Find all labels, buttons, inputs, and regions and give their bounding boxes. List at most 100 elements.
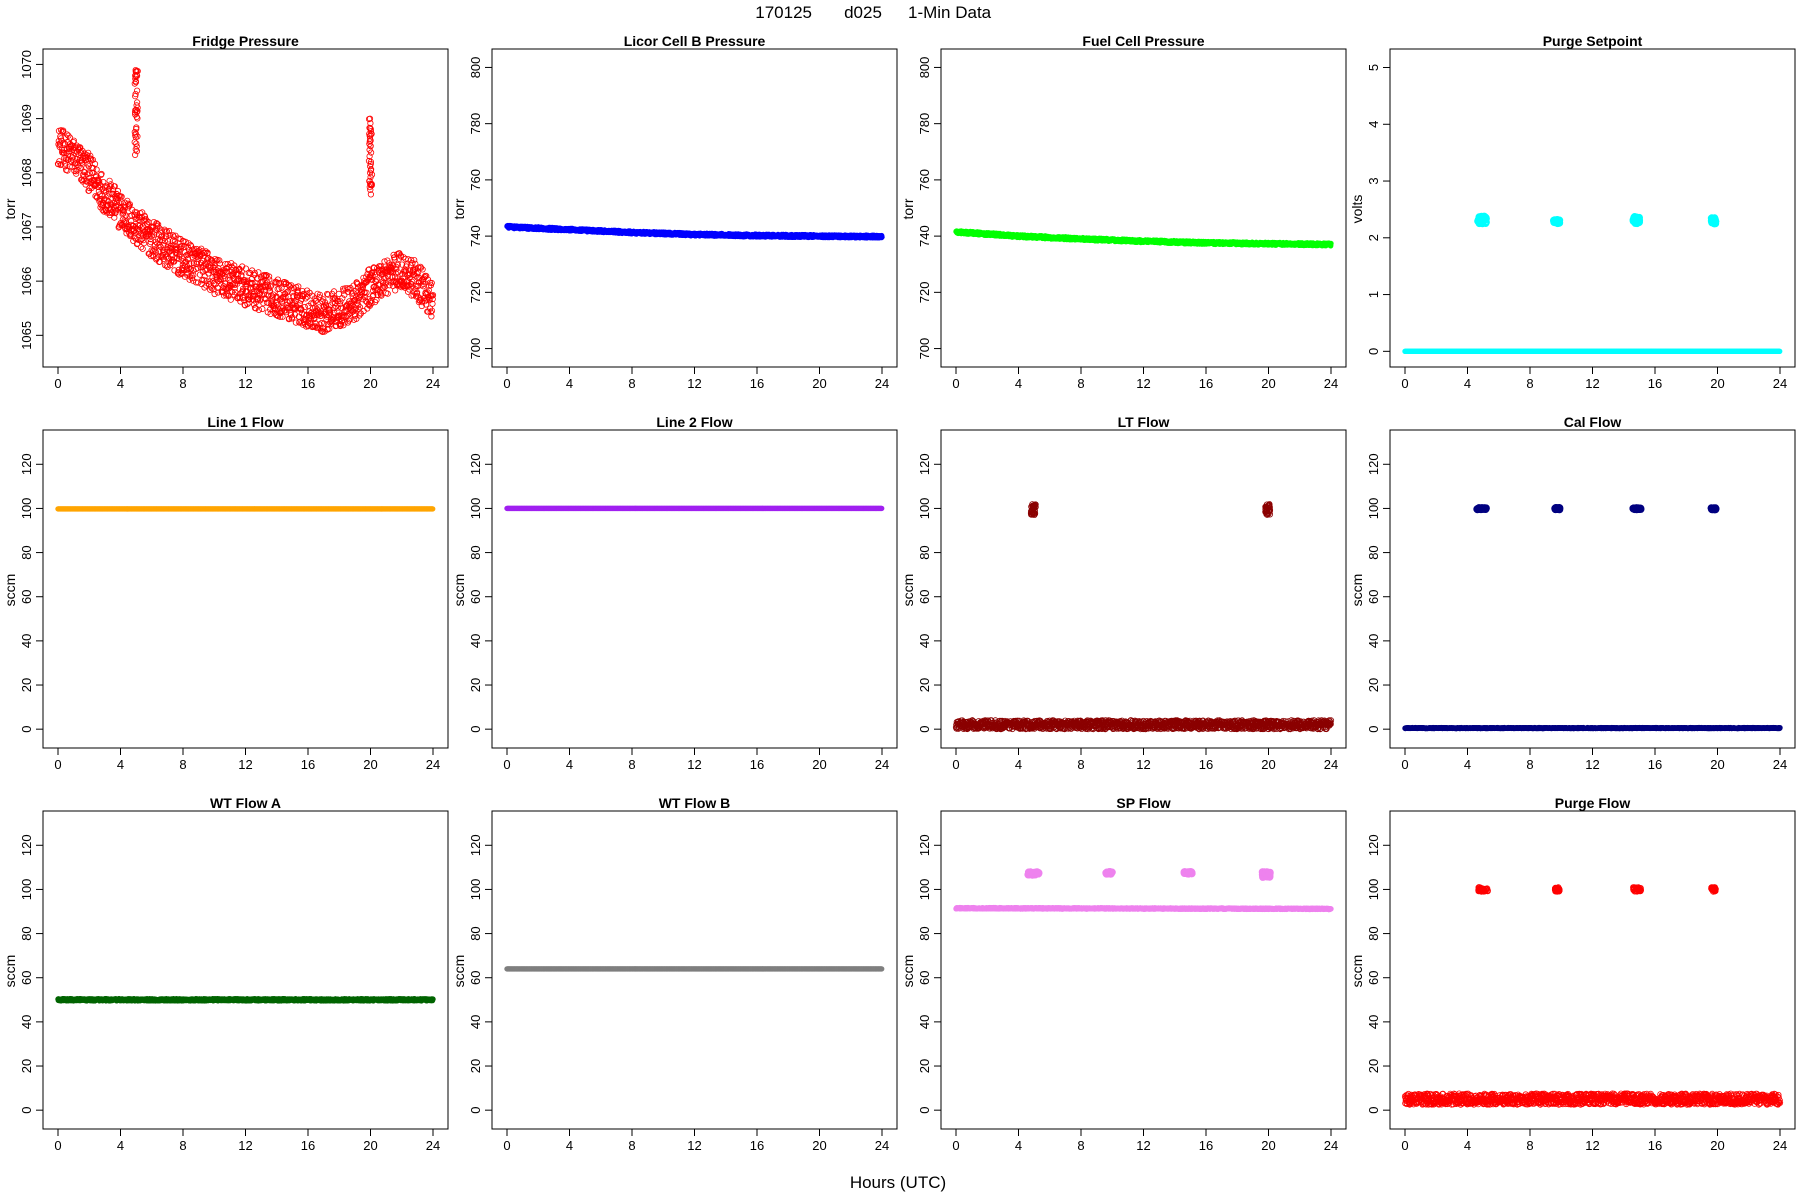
data-point — [224, 284, 231, 291]
x-tick-label: 20 — [812, 376, 826, 391]
data-point — [157, 236, 164, 244]
data-point — [177, 246, 185, 253]
y-axis-label: torr — [2, 198, 18, 219]
data-point — [103, 202, 111, 209]
data-point — [283, 289, 290, 296]
data-point — [313, 297, 320, 304]
data-point — [161, 235, 168, 242]
data-point — [318, 310, 325, 317]
data-point — [176, 252, 184, 259]
x-tick-label: 12 — [1136, 376, 1150, 391]
data-point — [122, 212, 129, 219]
x-axis: 0 4 8 12 16 20 24 — [952, 367, 1338, 391]
y-tick-label: 1069 — [19, 104, 34, 133]
data-point — [345, 286, 352, 293]
data-point — [239, 263, 246, 270]
data-point — [201, 284, 208, 291]
data-point — [143, 217, 150, 224]
data-point — [282, 293, 289, 300]
data-point — [134, 87, 141, 94]
data-point — [171, 267, 178, 274]
data-point — [104, 201, 112, 208]
figure-title-label: 1-Min Data — [908, 3, 992, 22]
data-point — [256, 290, 264, 297]
data-point — [190, 259, 197, 267]
data-point — [190, 271, 197, 279]
data-point — [341, 319, 348, 326]
data-point — [152, 247, 159, 254]
data-point — [369, 276, 376, 283]
data-point — [161, 255, 168, 262]
data-point — [176, 255, 183, 262]
data-point — [327, 309, 334, 316]
data-point — [320, 296, 327, 303]
y-tick-label: 740 — [468, 225, 483, 247]
data-point — [351, 306, 358, 314]
data-point — [161, 238, 168, 245]
data-point — [132, 215, 139, 223]
data-point — [340, 322, 347, 329]
data-point — [301, 303, 308, 311]
data-point — [298, 306, 305, 313]
data-point — [138, 244, 145, 251]
data-point — [60, 127, 67, 134]
data-point — [294, 287, 301, 294]
data-point — [363, 289, 370, 296]
y-tick-label: 720 — [468, 281, 483, 303]
data-point — [120, 208, 128, 215]
data-point — [355, 301, 362, 309]
data-point — [316, 291, 323, 298]
data-point — [169, 232, 176, 239]
x-tick-label: 24 — [426, 376, 440, 391]
data-point — [193, 279, 200, 286]
data-point — [93, 166, 100, 173]
data-point — [181, 259, 188, 267]
data-point — [70, 137, 78, 144]
y-tick-label: 780 — [917, 113, 932, 135]
data-point — [265, 273, 273, 280]
panel-title: Fuel Cell Pressure — [1082, 33, 1204, 49]
data-point — [155, 221, 162, 228]
y-tick-label: 1070 — [19, 50, 34, 79]
data-point — [879, 234, 885, 240]
data-point — [147, 236, 154, 243]
data-point — [182, 238, 189, 245]
data-point — [302, 295, 309, 302]
x-tick-label: 8 — [628, 376, 635, 391]
data-point — [90, 164, 97, 172]
y-tick-label: 1068 — [19, 158, 34, 187]
data-point — [96, 178, 103, 185]
data-point — [277, 313, 284, 320]
data-point — [255, 269, 262, 276]
plot-frame — [491, 48, 898, 368]
x-tick-label: 4 — [117, 376, 124, 391]
figure-title-code: d025 — [844, 3, 882, 22]
data-point — [73, 170, 80, 177]
data-point — [119, 216, 127, 223]
data-point — [368, 300, 375, 307]
data-point — [118, 193, 125, 200]
x-axis: 0 4 8 12 16 20 24 — [54, 367, 440, 391]
data-point — [106, 177, 113, 184]
data-point — [59, 128, 66, 135]
data-point — [239, 287, 246, 294]
data-point — [339, 295, 346, 302]
data-point — [133, 241, 141, 248]
data-points — [504, 222, 885, 241]
y-tick-label: 720 — [917, 281, 932, 303]
data-point — [66, 134, 74, 141]
data-point — [204, 256, 211, 263]
data-point — [194, 258, 201, 266]
data-points — [1402, 212, 1783, 354]
data-point — [126, 201, 133, 208]
y-tick-label: 740 — [917, 225, 932, 247]
data-point — [147, 239, 154, 246]
data-point — [367, 298, 374, 305]
y-tick-label: 760 — [468, 169, 483, 191]
x-tick-label: 4 — [566, 376, 573, 391]
data-point — [111, 183, 118, 190]
data-point — [64, 131, 71, 138]
